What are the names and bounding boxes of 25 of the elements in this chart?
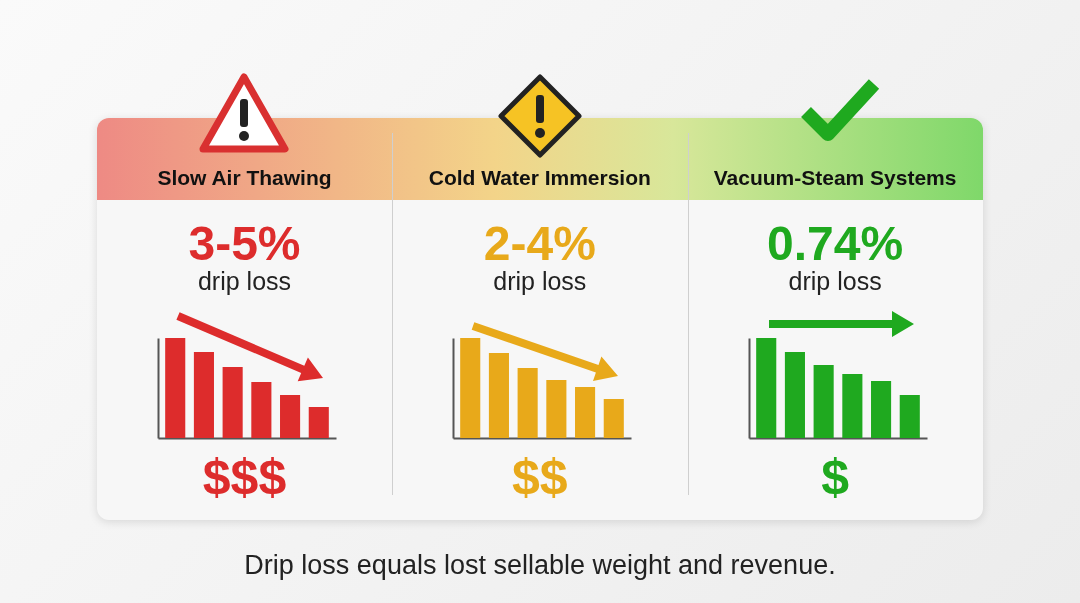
bar [308,407,329,438]
text: $ [820,448,850,506]
chart-title: Cold Water Immersion [427,166,652,190]
bar [280,395,301,438]
bar [489,353,510,438]
bar [251,382,272,438]
bar [841,374,862,438]
bar [899,395,920,438]
bar [546,380,567,438]
bar [604,399,625,438]
bar [165,338,186,438]
bar [870,381,891,438]
bar [813,365,834,438]
bar [222,367,243,438]
bar [784,352,805,438]
text: Drip loss equals lost sellable weight and revenue. [243,550,837,581]
bar [193,352,214,438]
bar [460,338,481,438]
text: $$$ [201,448,288,506]
bar [755,338,776,438]
chart-title: Slow Air Thawing [156,166,333,190]
text: $$ [511,448,569,506]
chart-title: Vacuum-Steam Systems [712,166,958,190]
bar [517,368,538,438]
bar [575,387,596,438]
